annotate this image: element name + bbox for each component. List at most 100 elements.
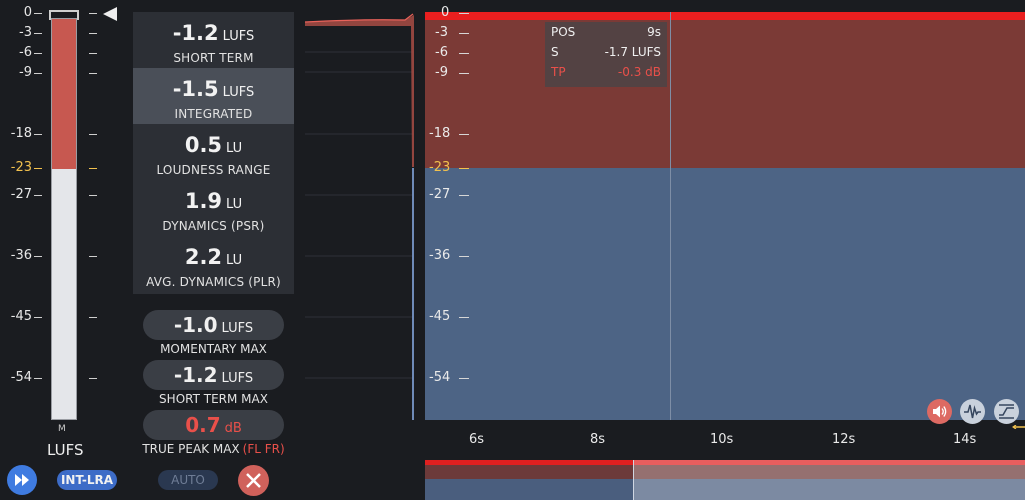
peak-arrow-icon[interactable]	[103, 7, 117, 21]
close-icon	[246, 473, 261, 488]
meter-fill-below-target	[52, 169, 76, 419]
scale-tick	[89, 168, 97, 169]
fast-forward-button[interactable]	[7, 465, 37, 495]
loudness-history-graph[interactable]: 0 -3 -6 -9 -18 -23 -27 -36 -45 -54	[425, 6, 1025, 424]
pill-number: -1.2	[173, 363, 218, 387]
stat-integrated[interactable]: -1.5 LUFS INTEGRATED	[133, 68, 294, 124]
overview-loudness-line	[425, 460, 1025, 465]
stat-unit: LU	[226, 197, 243, 212]
position-tooltip: POS 9s S -1.7 LUFS TP -0.3 dB	[545, 22, 667, 87]
scale-tick	[34, 378, 42, 379]
pill-number: 0.7	[185, 413, 221, 437]
time-axis-label: 8s	[590, 432, 606, 447]
graph-scale-label: -54	[429, 370, 451, 385]
tooltip-row-tp: TP -0.3 dB	[551, 65, 661, 81]
scale-tick	[89, 13, 97, 14]
time-axis-label: 14s	[953, 432, 977, 447]
tooltip-key: POS	[551, 25, 576, 39]
time-axis-label: 6s	[469, 432, 485, 447]
overview-visible-window[interactable]	[633, 460, 1025, 500]
stat-number: -1.5	[172, 77, 219, 101]
stat-dynamics-psr[interactable]: 1.9 LU DYNAMICS (PSR)	[133, 180, 294, 236]
tooltip-value: -1.7 LUFS	[604, 45, 661, 59]
stat-number: 0.5	[184, 133, 223, 157]
tooltip-key: TP	[551, 65, 566, 79]
graph-scale-tick	[459, 378, 469, 379]
graph-scale-tick	[459, 256, 469, 257]
scale-tick	[34, 53, 42, 54]
scale-label: -54	[10, 370, 32, 385]
graph-scale-label: -36	[429, 248, 451, 263]
short-term-max-value[interactable]: -1.2 LUFS	[143, 360, 284, 390]
scale-tick	[34, 195, 42, 196]
audio-toggle-button[interactable]	[927, 399, 952, 424]
tooltip-value: 9s	[647, 25, 661, 39]
scale-tick	[89, 195, 97, 196]
int-lra-button[interactable]: INT-LRA	[57, 470, 117, 490]
graph-scale-label: -3	[435, 25, 448, 40]
scale-tick	[89, 134, 97, 135]
stat-number: -1.2	[172, 21, 219, 45]
scale-label: -6	[19, 45, 32, 60]
meter-unit-label: LUFS	[47, 441, 84, 459]
meter-channel-label: M	[58, 424, 66, 434]
loudness-curve-icon	[999, 404, 1014, 419]
stat-label: LOUDNESS RANGE	[156, 163, 271, 177]
graph-scale-tick	[459, 317, 469, 318]
time-axis-label: 12s	[832, 432, 856, 447]
graph-scale-tick	[459, 53, 469, 54]
scale-tick	[34, 13, 42, 14]
graph-scale-tick	[459, 168, 469, 169]
scale-label: 0	[23, 5, 32, 20]
scale-tick	[89, 256, 97, 257]
graph-scale-tick	[459, 73, 469, 74]
scale-label: -9	[19, 65, 32, 80]
curve-toggle-button[interactable]	[994, 399, 1019, 424]
meter-peak-bracket	[49, 10, 79, 20]
pill-number: -1.0	[173, 313, 218, 337]
stat-label: SHORT TERM	[173, 51, 254, 65]
stat-label: AVG. DYNAMICS (PLR)	[146, 275, 281, 289]
pill-value: 0.7 dB	[185, 413, 242, 441]
scale-label-target: -23	[10, 160, 32, 175]
true-peak-max-value[interactable]: 0.7 dB	[143, 410, 284, 440]
pill-value: -1.2 LUFS	[174, 363, 253, 391]
stat-value: 2.2 LU	[133, 245, 294, 273]
pill-unit: dB	[224, 421, 242, 436]
stat-unit: LUFS	[222, 29, 255, 44]
graph-scale-label: -27	[429, 187, 451, 202]
stat-value: -1.5 LUFS	[133, 77, 294, 105]
scale-tick	[34, 168, 42, 169]
graph-scale-tick	[459, 33, 469, 34]
stat-short-term[interactable]: -1.2 LUFS SHORT TERM	[133, 12, 294, 68]
momentary-max-value[interactable]: -1.0 LUFS	[143, 310, 284, 340]
scale-label: -18	[10, 126, 32, 141]
scale-label: -36	[10, 248, 32, 263]
stat-value: -1.2 LUFS	[133, 21, 294, 49]
scale-tick	[89, 73, 97, 74]
fast-forward-icon	[15, 474, 29, 486]
reset-button[interactable]	[238, 465, 269, 496]
stats-panel: -1.2 LUFS SHORT TERM -1.5 LUFS INTEGRATED …	[133, 12, 294, 294]
stat-loudness-range[interactable]: 0.5 LU LOUDNESS RANGE	[133, 124, 294, 180]
scale-tick	[34, 134, 42, 135]
graph-scale-label: -18	[429, 126, 451, 141]
position-cursor[interactable]	[670, 12, 671, 420]
stat-avg-dynamics-plr[interactable]: 2.2 LU AVG. DYNAMICS (PLR)	[133, 236, 294, 292]
auto-button[interactable]: AUTO	[158, 470, 218, 490]
tooltip-key: S	[551, 45, 559, 59]
scale-tick	[34, 33, 42, 34]
timeline-overview[interactable]	[425, 460, 1025, 500]
graph-scale-label: 0	[441, 5, 450, 20]
pill-unit: LUFS	[221, 321, 254, 336]
loudness-histogram	[305, 13, 414, 420]
scroll-left-arrow-icon[interactable]	[1012, 425, 1025, 429]
tooltip-row-s: S -1.7 LUFS	[551, 45, 661, 61]
stat-unit: LU	[226, 253, 243, 268]
loudness-level-meter	[51, 18, 77, 420]
scale-tick	[34, 256, 42, 257]
scale-tick	[89, 317, 97, 318]
waveform-icon	[964, 404, 981, 419]
graph-scale-label: -45	[429, 309, 451, 324]
waveform-toggle-button[interactable]	[960, 399, 985, 424]
